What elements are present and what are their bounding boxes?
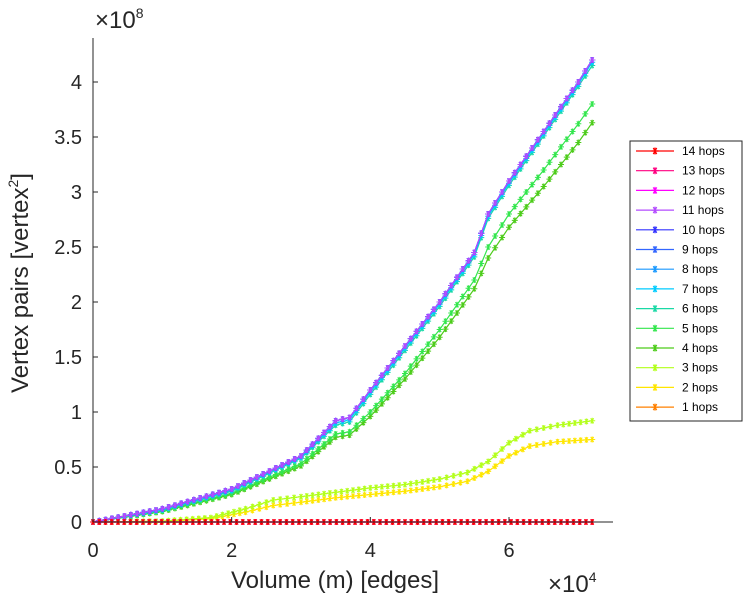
legend-swatch-marker	[651, 305, 659, 313]
legend-swatch-marker	[651, 206, 659, 214]
plot-area	[93, 38, 613, 522]
legend-label: 13 hops	[682, 164, 725, 178]
legend-label: 7 hops	[682, 282, 718, 296]
legend-entry: 5 hops	[636, 321, 718, 335]
x-axis-label: Volume (m) [edges]	[231, 567, 439, 594]
legend-swatch-marker	[651, 324, 659, 332]
legend-entry: 3 hops	[636, 361, 718, 375]
legend-label: 6 hops	[682, 302, 718, 316]
series-line	[92, 61, 593, 523]
legend-swatch-marker	[651, 285, 659, 293]
legend-box	[629, 140, 743, 422]
legend-swatch-marker	[651, 403, 659, 411]
legend-swatch-marker	[651, 186, 659, 194]
legend-swatch-marker	[651, 383, 659, 391]
legend-label: 12 hops	[682, 183, 725, 197]
legend: 14 hops 13 hops 12 hops 11 hops 10 hops 9 hop…	[629, 140, 743, 422]
legend-entry: 8 hops	[636, 262, 718, 276]
legend-label: 1 hops	[682, 400, 718, 414]
legend-entry: 14 hops	[636, 144, 725, 158]
legend-entry: 2 hops	[636, 380, 718, 394]
legend-label: 8 hops	[682, 262, 718, 276]
legend-swatch-marker	[651, 147, 659, 155]
y-tick-label: 4	[71, 72, 82, 94]
legend-entry: 10 hops	[636, 223, 725, 237]
legend-swatch-marker	[651, 364, 659, 372]
x-tick-label: 6	[503, 540, 514, 562]
y-tick-label: 3	[71, 182, 82, 204]
legend-label: 10 hops	[682, 223, 725, 237]
y-tick-label: 0.5	[54, 457, 82, 479]
y-tick-label: 1.5	[54, 347, 82, 369]
series-line	[92, 122, 593, 523]
x-tick-label: 2	[226, 540, 237, 562]
legend-entry: 13 hops	[636, 164, 725, 178]
legend-entry: 4 hops	[636, 341, 718, 355]
legend-label: 2 hops	[682, 380, 718, 394]
legend-swatch-marker	[651, 226, 659, 234]
y-multiplier: ×108	[95, 5, 144, 34]
x-multiplier: ×104	[548, 569, 597, 598]
legend-entry: 1 hops	[636, 400, 718, 414]
legend-swatch-marker	[651, 167, 659, 175]
legend-label: 9 hops	[682, 243, 718, 257]
legend-label: 4 hops	[682, 341, 718, 355]
legend-label: 11 hops	[682, 203, 724, 217]
y-axis-label: Vertex pairs [vertex2]	[5, 173, 34, 393]
series-line	[92, 59, 593, 523]
legend-entry: 9 hops	[636, 243, 718, 257]
y-tick-label: 1	[71, 402, 82, 424]
legend-entry: 11 hops	[636, 203, 724, 217]
legend-swatch-marker	[651, 246, 659, 253]
x-tick-label: 0	[87, 540, 98, 562]
legend-entry: 7 hops	[636, 282, 718, 296]
series-line	[92, 103, 593, 523]
legend-label: 5 hops	[682, 321, 718, 335]
legend-entry: 12 hops	[636, 183, 725, 197]
y-tick-label: 2.5	[54, 237, 82, 259]
y-tick-label: 0	[71, 512, 82, 534]
legend-swatch-marker	[651, 265, 659, 273]
x-tick-label: 4	[365, 540, 376, 562]
y-tick-label: 3.5	[54, 127, 82, 149]
legend-label: 14 hops	[682, 144, 725, 158]
legend-label: 3 hops	[682, 361, 718, 375]
y-tick-label: 2	[71, 292, 82, 314]
legend-entry: 6 hops	[636, 302, 718, 316]
legend-swatch-marker	[651, 344, 659, 352]
